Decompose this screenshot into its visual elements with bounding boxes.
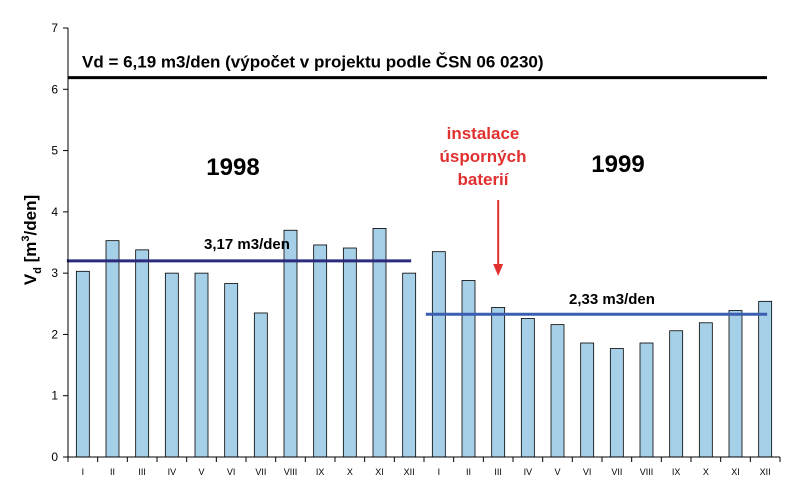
x-tick-label: VIII xyxy=(284,467,298,477)
bar xyxy=(253,312,268,458)
x-tick-label: III xyxy=(494,467,502,477)
bar xyxy=(135,249,150,458)
reference-line-label: Vd = 6,19 m3/den (výpočet v projektu pod… xyxy=(82,53,544,72)
x-tick-label: V xyxy=(554,467,560,477)
y-axis-tick-labels: 0 1 2 3 4 5 6 7 xyxy=(51,21,58,464)
bar xyxy=(520,318,535,458)
bars xyxy=(75,228,773,458)
bar xyxy=(194,272,209,458)
x-tick-label: IV xyxy=(168,467,177,477)
x-tick-label: X xyxy=(347,467,353,477)
installation-annotation: instalace úsporných baterií xyxy=(440,124,527,276)
x-tick-label: VII xyxy=(611,467,622,477)
installation-annotation-line: instalace xyxy=(447,124,520,143)
y-tick-label: 1 xyxy=(51,389,58,403)
bar xyxy=(639,342,654,458)
bar xyxy=(402,272,417,458)
bar xyxy=(313,244,328,458)
y-tick-label: 4 xyxy=(51,205,58,219)
y-axis-label-subscript: d xyxy=(32,267,44,274)
x-tick-label: VI xyxy=(227,467,236,477)
y-axis-label-unit-suffix: /den] xyxy=(21,195,40,236)
reference-lines: Vd = 6,19 m3/den (výpočet v projektu pod… xyxy=(66,53,768,316)
bar xyxy=(669,330,684,458)
installation-annotation-line: baterií xyxy=(457,170,509,189)
bar xyxy=(758,300,773,458)
y-axis-label: Vd [m3/den] xyxy=(20,195,44,285)
x-tick-label: IV xyxy=(524,467,533,477)
y-axis-label-superscript: 3 xyxy=(20,235,32,241)
reference-line-label: 2,33 m3/den xyxy=(569,291,655,308)
year-1999-label: 1999 xyxy=(591,151,644,178)
x-tick-label: XI xyxy=(731,467,740,477)
x-tick-label: XII xyxy=(760,467,771,477)
y-tick-label: 6 xyxy=(51,82,58,96)
x-tick-label: I xyxy=(438,467,441,477)
x-tick-label: XII xyxy=(404,467,415,477)
x-tick-label: VIII xyxy=(640,467,654,477)
bar xyxy=(372,228,387,458)
x-tick-label: IX xyxy=(316,467,325,477)
y-tick-label: 2 xyxy=(51,327,58,341)
installation-annotation-line: úsporných xyxy=(440,147,527,166)
reference-line-label: 3,17 m3/den xyxy=(204,236,290,253)
axes xyxy=(63,27,781,462)
x-tick-label: V xyxy=(198,467,204,477)
bar xyxy=(431,251,446,458)
x-tick-label: XI xyxy=(375,467,384,477)
bar xyxy=(224,283,239,458)
bar xyxy=(550,324,565,458)
y-tick-label: 7 xyxy=(51,21,58,35)
y-tick-label: 0 xyxy=(51,450,58,464)
bar xyxy=(75,270,90,458)
bar xyxy=(461,280,476,458)
x-tick-label: X xyxy=(703,467,709,477)
x-axis-tick-labels: I II III IV V VI VII VIII IX X XI XII I II III IV V VI VII… xyxy=(82,467,771,477)
bar xyxy=(580,342,595,458)
x-tick-label: II xyxy=(466,467,471,477)
x-tick-label: VII xyxy=(255,467,266,477)
year-1998-label: 1998 xyxy=(206,154,259,181)
bar xyxy=(283,229,298,458)
x-tick-label: VI xyxy=(583,467,592,477)
x-tick-label: III xyxy=(138,467,146,477)
bar xyxy=(609,348,624,458)
bar xyxy=(105,240,120,458)
y-axis-label-unit-prefix: [m xyxy=(21,242,40,268)
bar xyxy=(164,272,179,458)
x-tick-label: I xyxy=(82,467,85,477)
bar xyxy=(342,247,357,458)
y-tick-label: 3 xyxy=(51,266,58,280)
installation-arrow-head xyxy=(493,264,504,276)
bar xyxy=(728,310,743,458)
bar xyxy=(491,307,506,458)
x-tick-label: II xyxy=(110,467,115,477)
y-tick-label: 5 xyxy=(51,144,58,158)
bar xyxy=(698,322,713,458)
x-tick-label: IX xyxy=(672,467,681,477)
